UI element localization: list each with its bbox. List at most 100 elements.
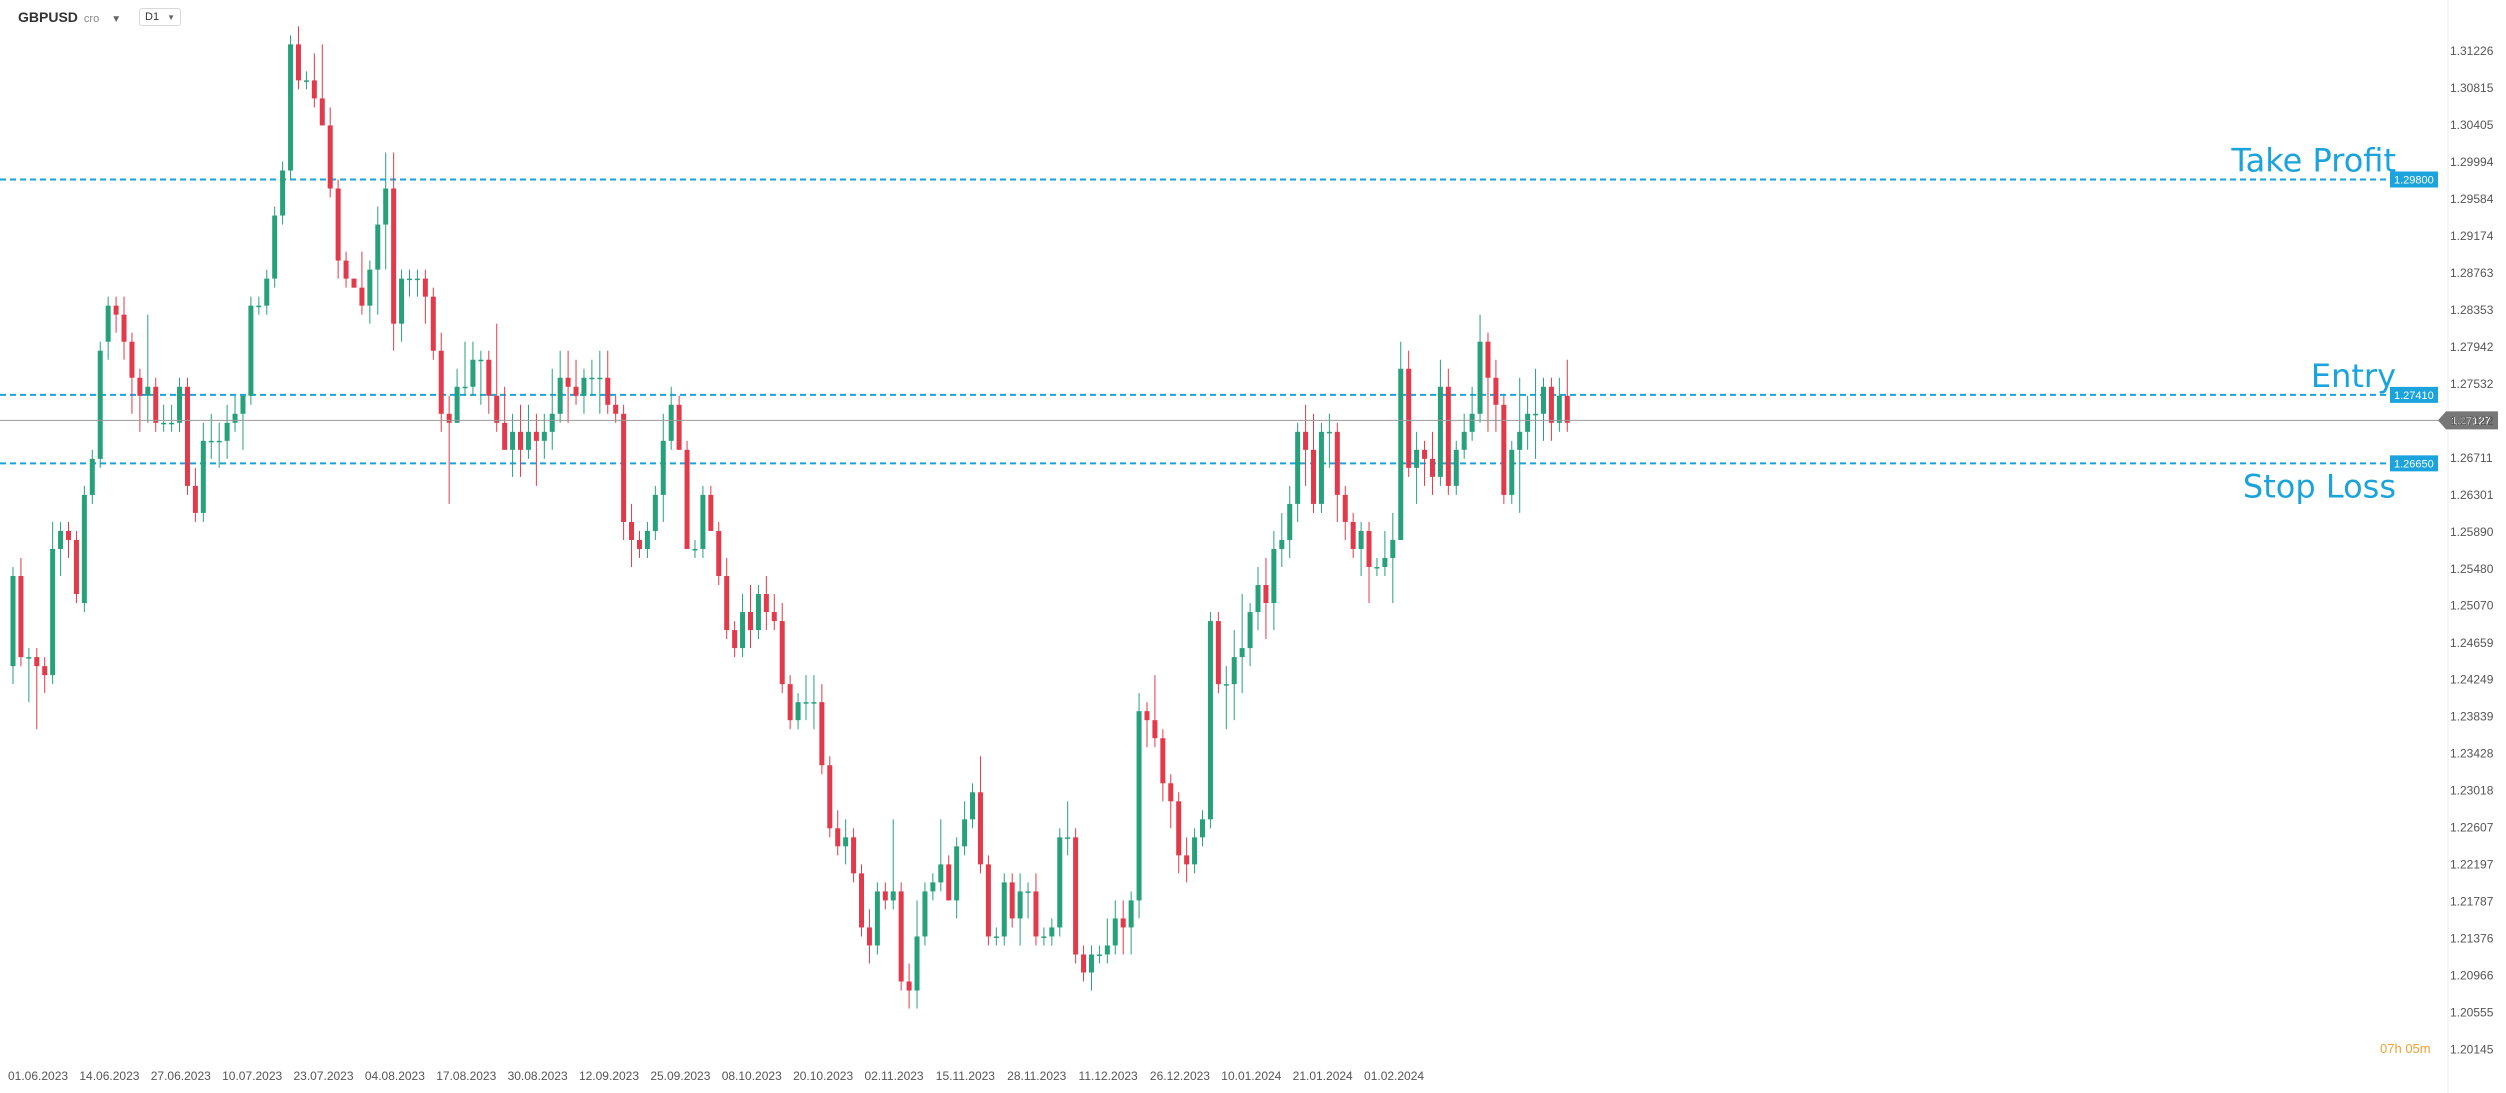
candle-body	[668, 404, 674, 441]
candle	[1485, 332, 1491, 432]
candle-body	[153, 386, 159, 423]
candle	[557, 350, 563, 423]
candle	[272, 206, 278, 288]
candle-body	[1255, 585, 1261, 613]
candle-body	[1192, 837, 1198, 865]
candle-body	[494, 395, 500, 423]
y-tick-label: 1.24659	[2450, 636, 2494, 650]
candle	[1326, 413, 1332, 468]
candle	[399, 269, 405, 342]
candle-body	[1374, 566, 1380, 569]
candle	[97, 341, 103, 468]
candle	[1239, 594, 1245, 694]
candle-body	[295, 44, 301, 81]
candle-body	[557, 377, 563, 414]
level-lines	[0, 178, 2390, 465]
candle-body	[367, 269, 373, 306]
candle-body	[1287, 503, 1293, 540]
candle-body	[1453, 449, 1459, 486]
candle-body	[200, 440, 206, 513]
candle	[549, 368, 555, 450]
level-price-tag	[2390, 171, 2438, 188]
candle	[288, 35, 294, 180]
candle	[1207, 612, 1213, 829]
candle-body	[1517, 431, 1523, 450]
current-price-line: 1.27127	[0, 411, 2498, 430]
candle	[1525, 395, 1531, 450]
candle-body	[319, 98, 325, 126]
candle	[58, 521, 64, 577]
candle-body	[573, 386, 579, 396]
candle-body	[1223, 684, 1229, 686]
candle	[1168, 774, 1174, 829]
candle	[1461, 413, 1467, 459]
candle	[1422, 440, 1428, 486]
candle	[827, 756, 833, 838]
candle	[851, 828, 857, 883]
candle-body	[827, 765, 833, 829]
candle	[303, 71, 309, 90]
candle-body	[192, 485, 198, 513]
candle-body	[256, 305, 262, 308]
candle-body	[1548, 386, 1554, 423]
candle-body	[248, 305, 254, 396]
candle	[1096, 945, 1102, 964]
candle	[129, 332, 135, 414]
candle-body	[851, 837, 857, 874]
candle	[1509, 440, 1515, 504]
candle	[1001, 873, 1007, 946]
candle-body	[1556, 395, 1562, 423]
candle	[1477, 314, 1483, 423]
candle	[367, 260, 373, 324]
candle	[1136, 693, 1142, 919]
candle-body	[1088, 954, 1094, 973]
x-tick-label: 17.08.2023	[436, 1069, 496, 1083]
timeframe-select[interactable]: D1 ▼	[139, 8, 181, 26]
candle	[843, 819, 849, 865]
chevron-down-icon: ▼	[111, 14, 122, 25]
candle-body	[89, 458, 95, 495]
time-axis[interactable]: 01.06.2023 14.06.2023 27.06.2023 10.07.2023…	[8, 1069, 1424, 1083]
candle-body	[581, 377, 587, 396]
candle-body	[391, 188, 397, 324]
symbol-selector[interactable]: GBPUSD cro ▼	[18, 9, 121, 25]
x-tick-label: 01.02.2024	[1364, 1069, 1424, 1083]
candle	[1065, 801, 1071, 856]
candle	[676, 395, 682, 450]
candle	[1192, 828, 1198, 874]
candle	[89, 449, 95, 504]
candle	[1152, 675, 1158, 748]
candle-body	[779, 621, 785, 685]
y-tick-label: 1.21787	[2450, 895, 2494, 909]
candle-body	[1247, 612, 1253, 649]
candle-body	[359, 287, 365, 306]
price-axis[interactable]: 1.31226 1.30815 1.30405 1.29994 1.29584 1.291…	[2450, 44, 2494, 1057]
candle	[248, 296, 254, 405]
candle-body	[1263, 585, 1269, 604]
candle-body	[605, 377, 611, 405]
level-name-label: Take Profit	[2230, 142, 2396, 180]
candle-body	[866, 927, 872, 946]
timeframe-value: D1	[145, 11, 160, 23]
candle-body	[621, 413, 627, 522]
candle	[732, 621, 738, 658]
candle-body	[747, 612, 753, 631]
y-tick-label: 1.20966	[2450, 969, 2494, 983]
level-name-label: Entry	[2311, 357, 2396, 395]
candle-body	[375, 224, 381, 270]
x-tick-label: 02.11.2023	[864, 1069, 923, 1083]
candle	[779, 603, 785, 694]
candle	[1493, 359, 1499, 432]
candle	[660, 413, 666, 522]
candle	[589, 359, 595, 396]
candle-body	[755, 594, 761, 631]
candle	[26, 648, 32, 703]
candle-body	[169, 422, 175, 425]
candle	[1104, 918, 1110, 964]
candle-body	[1493, 377, 1499, 405]
y-tick-label: 1.29584	[2450, 192, 2494, 206]
candle-body	[1509, 449, 1515, 495]
x-tick-label: 14.06.2023	[79, 1069, 139, 1083]
candle	[1540, 377, 1546, 441]
